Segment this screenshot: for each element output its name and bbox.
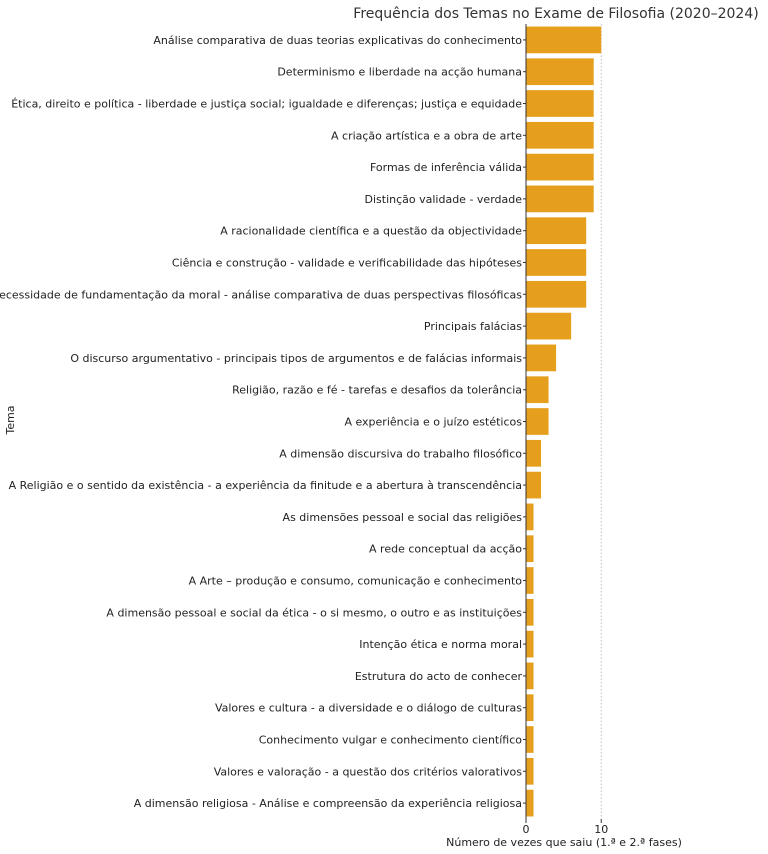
x-tick-label: 10 [594,823,608,836]
y-tick-label: A Arte – produção e consumo, comunicação… [189,575,523,588]
y-tick-label: Distinção validade - verdade [365,193,523,206]
bar [526,312,572,340]
y-tick-label: Valores e cultura - a diversidade e o di… [215,702,522,715]
y-tick-label: A Religião e o sentido da existência - a… [9,479,522,492]
bar [526,58,594,86]
bar [526,598,534,626]
bar [526,439,542,467]
x-ticks: 0 10 [523,819,608,836]
y-tick-label: Determinismo e liberdade na acção humana [277,66,522,79]
y-tick-label: A rede conceptual da acção [369,543,522,556]
y-axis-label: Tema [4,405,17,435]
bar [526,90,594,117]
y-tick-label: A dimensão religiosa - Análise e compree… [134,797,522,810]
bar [526,408,549,435]
x-tick-label: 0 [523,823,530,836]
bars [526,26,602,817]
y-tick-label: A experiência e o juízo estéticos [344,416,522,429]
y-tick-label: A necessidade de fundamentação da moral … [0,288,522,301]
bar [526,726,534,753]
x-axis-label: Número de vezes que saiu (1.ª e 2.ª fase… [446,836,682,849]
bar [526,471,542,499]
y-tick-label: Análise comparativa de duas teorias expl… [153,34,522,47]
y-tick-label: Valores e valoração - a questão dos crit… [214,765,523,778]
y-tick-label: O discurso argumentativo - principais ti… [70,352,522,365]
bar [526,376,549,404]
bar [526,121,594,149]
chart-title: Frequência dos Temas no Exame de Filosof… [353,6,758,22]
y-tick-label: A criação artística e a obra de arte [331,129,522,142]
bar [526,344,557,372]
bar [526,26,602,54]
y-tick-label: A dimensão pessoal e social da ética - o… [106,606,522,619]
y-tick-label: Estrutura do acto de conhecer [355,670,523,683]
y-tick-labels: Análise comparativa de duas teorias expl… [0,34,526,810]
y-tick-label: Religião, razão e fé - tarefas e desafio… [232,384,522,397]
bar [526,757,534,785]
bar [526,567,534,594]
bar [526,249,587,276]
y-tick-label: Formas de inferência válida [370,161,522,174]
y-tick-label: A dimensão discursiva do trabalho filosó… [279,447,522,460]
bar [526,694,534,722]
bar [526,662,534,690]
bar [526,153,594,181]
bar [526,789,534,817]
y-tick-label: Ética, direito e política - liberdade e … [11,98,522,111]
bar [526,280,587,308]
y-tick-label: Ciência e construção - validade e verifi… [172,257,522,270]
bar [526,185,594,213]
y-tick-label: Intenção ética e norma moral [359,638,522,651]
bar [526,630,534,658]
y-tick-label: Conhecimento vulgar e conhecimento cient… [259,734,523,747]
bar [526,503,534,531]
y-tick-label: As dimensões pessoal e social das religi… [283,511,523,524]
bar [526,535,534,563]
y-tick-label: Principais falácias [424,320,522,333]
bar [526,217,587,245]
y-tick-label: A racionalidade científica e a questão d… [220,225,522,238]
